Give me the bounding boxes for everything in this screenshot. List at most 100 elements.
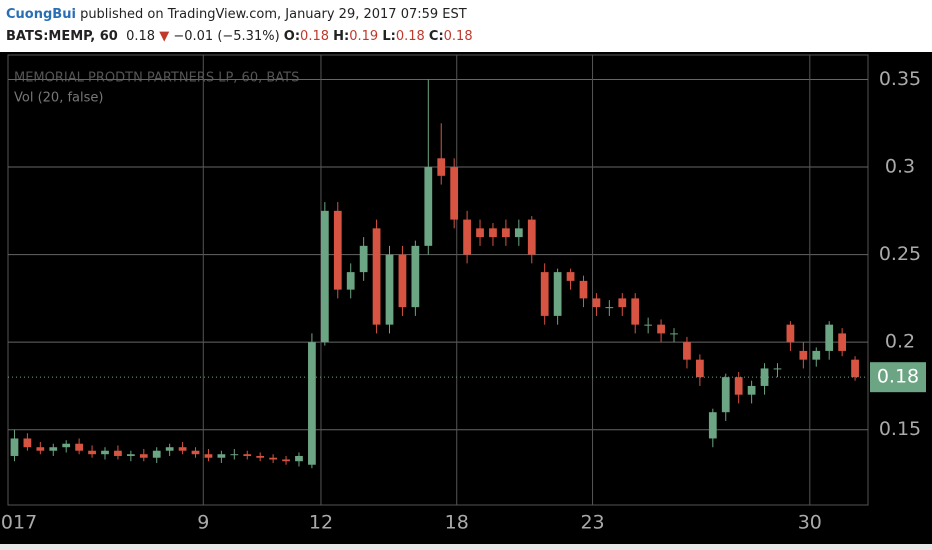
y-tick-label: 0.3: [885, 156, 915, 178]
candle-body: [631, 298, 640, 325]
candle-body: [256, 455, 265, 458]
open: 0.18: [300, 29, 329, 44]
low: 0.18: [395, 29, 425, 44]
candle-body: [320, 210, 329, 343]
candle-body: [385, 254, 394, 325]
candle-body: [721, 377, 730, 413]
candle-body: [579, 280, 588, 299]
candle-body: [812, 350, 821, 360]
footer-strip: [0, 544, 932, 550]
candle-body: [62, 443, 71, 448]
candle-body: [333, 210, 342, 290]
candle-body: [683, 342, 691, 360]
candle-body: [295, 455, 303, 462]
candle-body: [734, 377, 743, 395]
candle-body: [191, 450, 200, 455]
candle-body: [463, 219, 471, 255]
x-tick-label: 30: [798, 512, 822, 534]
candle-body: [243, 454, 252, 456]
symbol: BATS:MEMP, 60: [6, 29, 118, 44]
candle-body: [346, 272, 355, 290]
candle-body: [540, 272, 549, 316]
candle-body: [23, 438, 32, 448]
header: CuongBui published on TradingView.com, J…: [6, 4, 473, 48]
candle-body: [217, 454, 226, 458]
candle-body: [502, 228, 510, 238]
candle-body: [708, 412, 717, 439]
x-tick-label: 18: [445, 512, 469, 534]
candle-body: [398, 254, 407, 308]
candle-body: [527, 219, 536, 255]
candle-body: [786, 324, 795, 343]
high: 0.19: [349, 29, 379, 44]
publish-line: CuongBui published on TradingView.com, J…: [6, 4, 473, 26]
candle-body: [126, 454, 135, 456]
candle-body: [75, 443, 84, 451]
candle-body: [437, 158, 446, 176]
change: −0.01 (−5.31%): [173, 29, 280, 44]
ticker-line: BATS:MEMP, 60 0.18 ▼ −0.01 (−5.31%) O:0.…: [6, 26, 473, 48]
candle-body: [424, 167, 433, 246]
x-tick-label: 12: [309, 512, 333, 534]
candle-body: [851, 359, 859, 378]
candle-body: [114, 450, 122, 456]
candle-body: [178, 447, 187, 451]
candle-body: [592, 298, 601, 308]
high-label: H:: [333, 29, 350, 44]
candle-body: [489, 228, 497, 238]
candle-body: [204, 454, 213, 458]
candle-body: [139, 454, 148, 458]
y-tick-label: 0.35: [879, 68, 921, 90]
candle-body: [618, 298, 627, 308]
last-price-box: [870, 362, 926, 393]
last: 0.18: [126, 29, 156, 44]
candle-body: [670, 333, 678, 335]
candle-body: [566, 272, 575, 281]
candle-body: [101, 450, 109, 455]
y-tick-label: 0.25: [879, 243, 921, 265]
candle-body: [838, 333, 847, 351]
candle-body: [308, 342, 316, 465]
x-tick-label: 2017: [0, 512, 37, 534]
open-label: O:: [283, 29, 301, 44]
candle-body: [696, 359, 704, 378]
indicator-label: Vol (20, false): [14, 91, 103, 106]
candle-body: [825, 324, 834, 351]
close: 0.18: [443, 29, 473, 44]
close-label: C:: [428, 29, 444, 44]
candle-body: [450, 167, 459, 220]
y-tick-label: 0.15: [879, 418, 921, 440]
candle-body: [230, 454, 239, 456]
candle-body: [269, 457, 277, 460]
plot-frame: [7, 54, 869, 506]
arrow: ▼: [159, 29, 170, 44]
candle-body: [10, 438, 19, 456]
candle-body: [644, 324, 653, 326]
candle-body: [514, 228, 523, 238]
chart-background: [0, 52, 932, 544]
candle-body: [152, 450, 161, 458]
author: CuongBui: [6, 7, 76, 22]
candle-body: [657, 324, 665, 334]
candle-body: [359, 245, 368, 273]
candle-body: [282, 459, 290, 462]
candle-body: [49, 447, 58, 451]
low-label: L:: [382, 29, 396, 44]
candle-body: [372, 228, 381, 325]
candle-body: [553, 272, 562, 316]
candle-body: [476, 228, 484, 238]
candle-body: [747, 385, 756, 395]
candle-body: [605, 307, 614, 309]
candle-body: [411, 245, 420, 308]
watermark: MEMORIAL PRODTN PARTNERS LP, 60, BATS: [14, 71, 299, 86]
last-price-label: 0.18: [877, 366, 919, 388]
y-tick-label: 0.2: [885, 331, 915, 353]
x-tick-label: 23: [580, 512, 604, 534]
published: published on TradingView.com, January 29…: [80, 7, 467, 22]
candle-body: [36, 447, 45, 451]
candle-body: [773, 368, 782, 370]
x-tick-label: 9: [197, 512, 209, 534]
candle-body: [165, 447, 174, 451]
